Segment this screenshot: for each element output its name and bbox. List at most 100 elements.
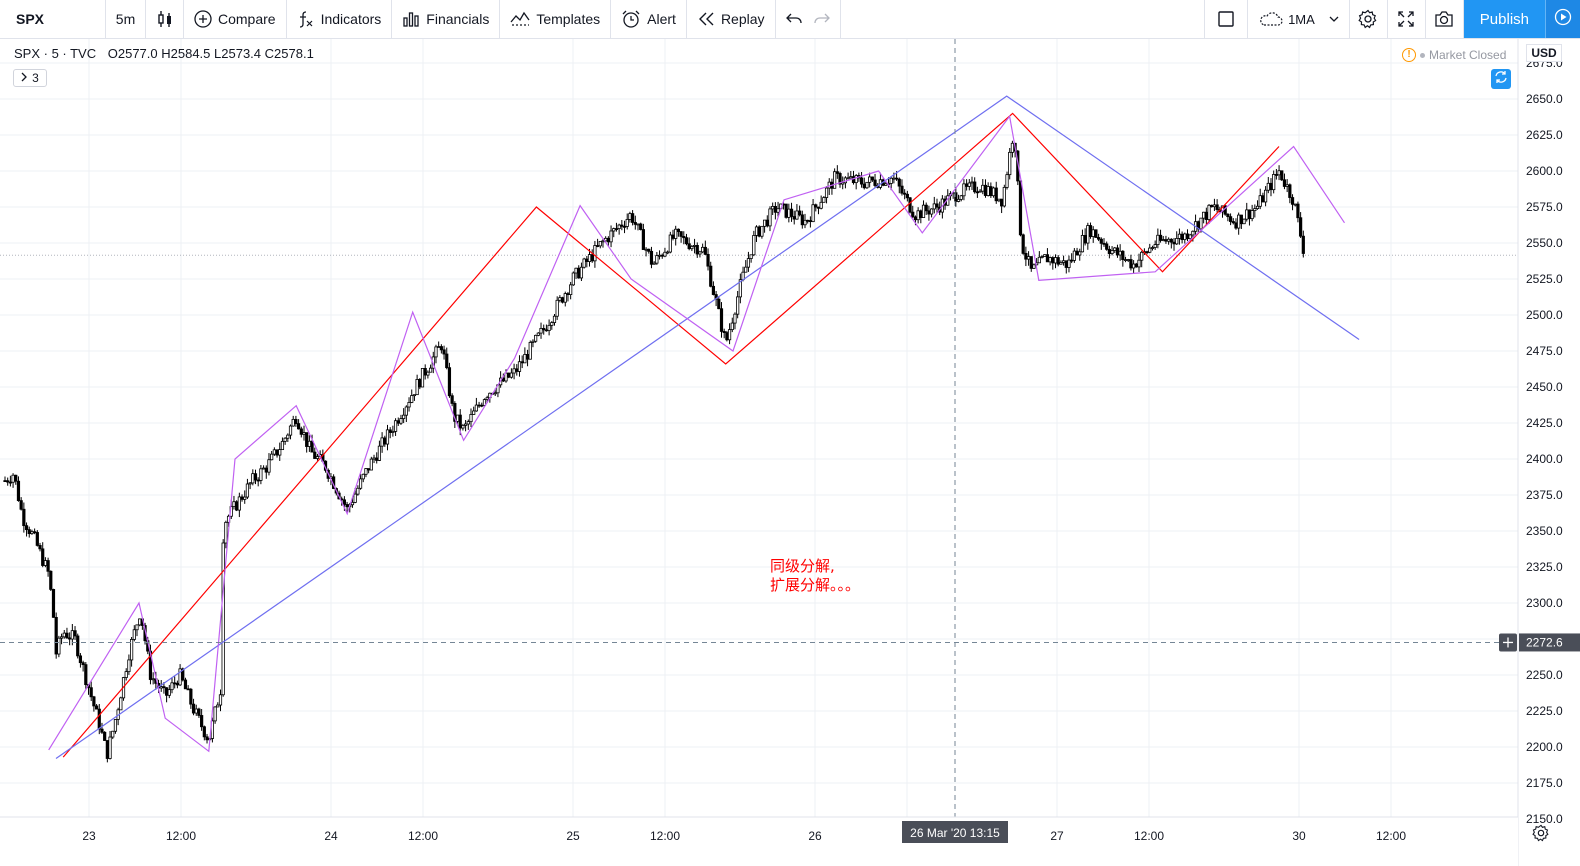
fullscreen-button[interactable] <box>1388 0 1426 38</box>
price-tick-label: 2425.0 <box>1526 416 1563 430</box>
snapshot-button[interactable] <box>1426 0 1464 38</box>
candle-body <box>445 353 449 369</box>
candle-body <box>170 682 174 691</box>
candle-body <box>1099 238 1103 244</box>
interval-button[interactable]: 5m <box>106 0 146 38</box>
time-tick-label: 30 <box>1292 829 1306 843</box>
candle-body <box>515 368 519 372</box>
chart-settings-button[interactable] <box>1532 824 1550 847</box>
candle-body <box>784 203 788 218</box>
candle-body <box>606 237 610 243</box>
candle-body <box>666 251 670 254</box>
candle-body <box>1048 257 1052 263</box>
chart-type-button[interactable] <box>146 0 184 38</box>
candle-body <box>135 624 139 631</box>
price-tick-label: 2625.0 <box>1526 128 1563 142</box>
candle-body <box>159 686 163 689</box>
price-axis[interactable]: 2675.02650.02625.02600.02575.02550.02525… <box>1517 39 1580 866</box>
save-layout-button[interactable]: 1MA <box>1248 0 1350 38</box>
candle-body <box>1056 257 1060 265</box>
market-status[interactable]: ! Market Closed <box>1402 48 1506 62</box>
candle-body <box>469 414 473 423</box>
candle-body <box>1021 234 1025 254</box>
candle-body <box>240 496 244 500</box>
indicators-button[interactable]: Indicators <box>287 0 393 38</box>
legend-title[interactable]: SPX · 5 · TVC <box>14 46 97 61</box>
candle-body <box>865 181 869 189</box>
candle-body <box>46 560 50 572</box>
candle-body <box>803 219 807 226</box>
time-tick-label: 12:00 <box>650 829 680 843</box>
candle-body <box>54 616 58 655</box>
chart-annotation[interactable]: 同级分解, 扩展分解。。。 <box>770 557 861 594</box>
financials-icon <box>402 10 420 28</box>
symbol-search-button[interactable]: SPX <box>0 0 106 38</box>
candle-body <box>644 248 648 251</box>
chevron-down-icon[interactable] <box>1329 15 1339 23</box>
candle-body <box>768 208 772 227</box>
time-axis[interactable]: 2312:002412:002512:002612712:003012:0026… <box>0 816 1518 866</box>
replay-button[interactable]: Replay <box>687 0 776 38</box>
candle-body <box>261 467 266 470</box>
candle-body <box>410 395 414 403</box>
candle-body <box>534 334 538 342</box>
candle-body <box>1026 256 1031 260</box>
candle-body <box>97 708 101 730</box>
candle-body <box>539 328 543 334</box>
candle-body <box>181 668 185 681</box>
currency-button[interactable]: USD <box>1526 44 1562 62</box>
templates-button[interactable]: Templates <box>500 0 612 38</box>
candle-body <box>251 473 255 484</box>
candle-body <box>356 487 360 495</box>
select-layout-button[interactable] <box>1204 0 1249 38</box>
auto-scale-button[interactable] <box>1491 69 1511 89</box>
candle-body <box>612 228 616 232</box>
candle-body <box>649 250 654 265</box>
publish-label: Publish <box>1479 10 1529 28</box>
candle-body <box>108 736 112 759</box>
indicators-collapse-button[interactable]: 3 <box>13 69 47 87</box>
candle-body <box>480 404 484 407</box>
redo-button[interactable] <box>808 0 841 38</box>
play-button[interactable] <box>1545 0 1580 38</box>
candle-body <box>450 395 454 404</box>
candle-body <box>1037 256 1041 264</box>
candle-body <box>412 394 417 397</box>
candle-body <box>393 420 398 432</box>
candle-body <box>579 266 584 279</box>
candle-body <box>1234 222 1238 229</box>
settings-button[interactable] <box>1350 0 1388 38</box>
candle-body <box>396 420 400 424</box>
candle-body <box>388 429 392 433</box>
publish-button[interactable]: Publish <box>1463 0 1545 38</box>
price-tick-label: 2475.0 <box>1526 344 1563 358</box>
candle-body <box>1134 263 1138 268</box>
candle-body <box>186 688 190 691</box>
candle-body <box>367 468 371 471</box>
candle-body <box>256 479 260 482</box>
candle-body <box>78 655 83 664</box>
price-tick-label: 2400.0 <box>1526 452 1563 466</box>
compare-button[interactable]: Compare <box>184 0 287 38</box>
candle-body <box>703 246 707 255</box>
candle-body <box>1150 247 1155 249</box>
candle-body <box>625 219 629 227</box>
candle-body <box>1145 251 1149 254</box>
financials-button[interactable]: Financials <box>392 0 501 38</box>
candle-body <box>854 175 858 184</box>
candle-body <box>1132 263 1136 269</box>
candle-body <box>35 532 39 546</box>
candle-body <box>816 206 821 209</box>
candle-body <box>547 324 551 331</box>
chevron-right-icon <box>21 71 28 85</box>
candle-body <box>676 228 681 233</box>
candle-body <box>1177 233 1182 239</box>
price-chart[interactable]: 2675.02650.02625.02600.02575.02550.02525… <box>0 39 1580 866</box>
candle-body <box>372 457 376 460</box>
candle-body <box>3 480 7 483</box>
candle-body <box>983 184 988 196</box>
candle-body <box>1258 195 1262 207</box>
undo-button[interactable] <box>776 0 808 38</box>
candle-body <box>235 501 239 511</box>
alert-button[interactable]: Alert <box>611 0 687 38</box>
